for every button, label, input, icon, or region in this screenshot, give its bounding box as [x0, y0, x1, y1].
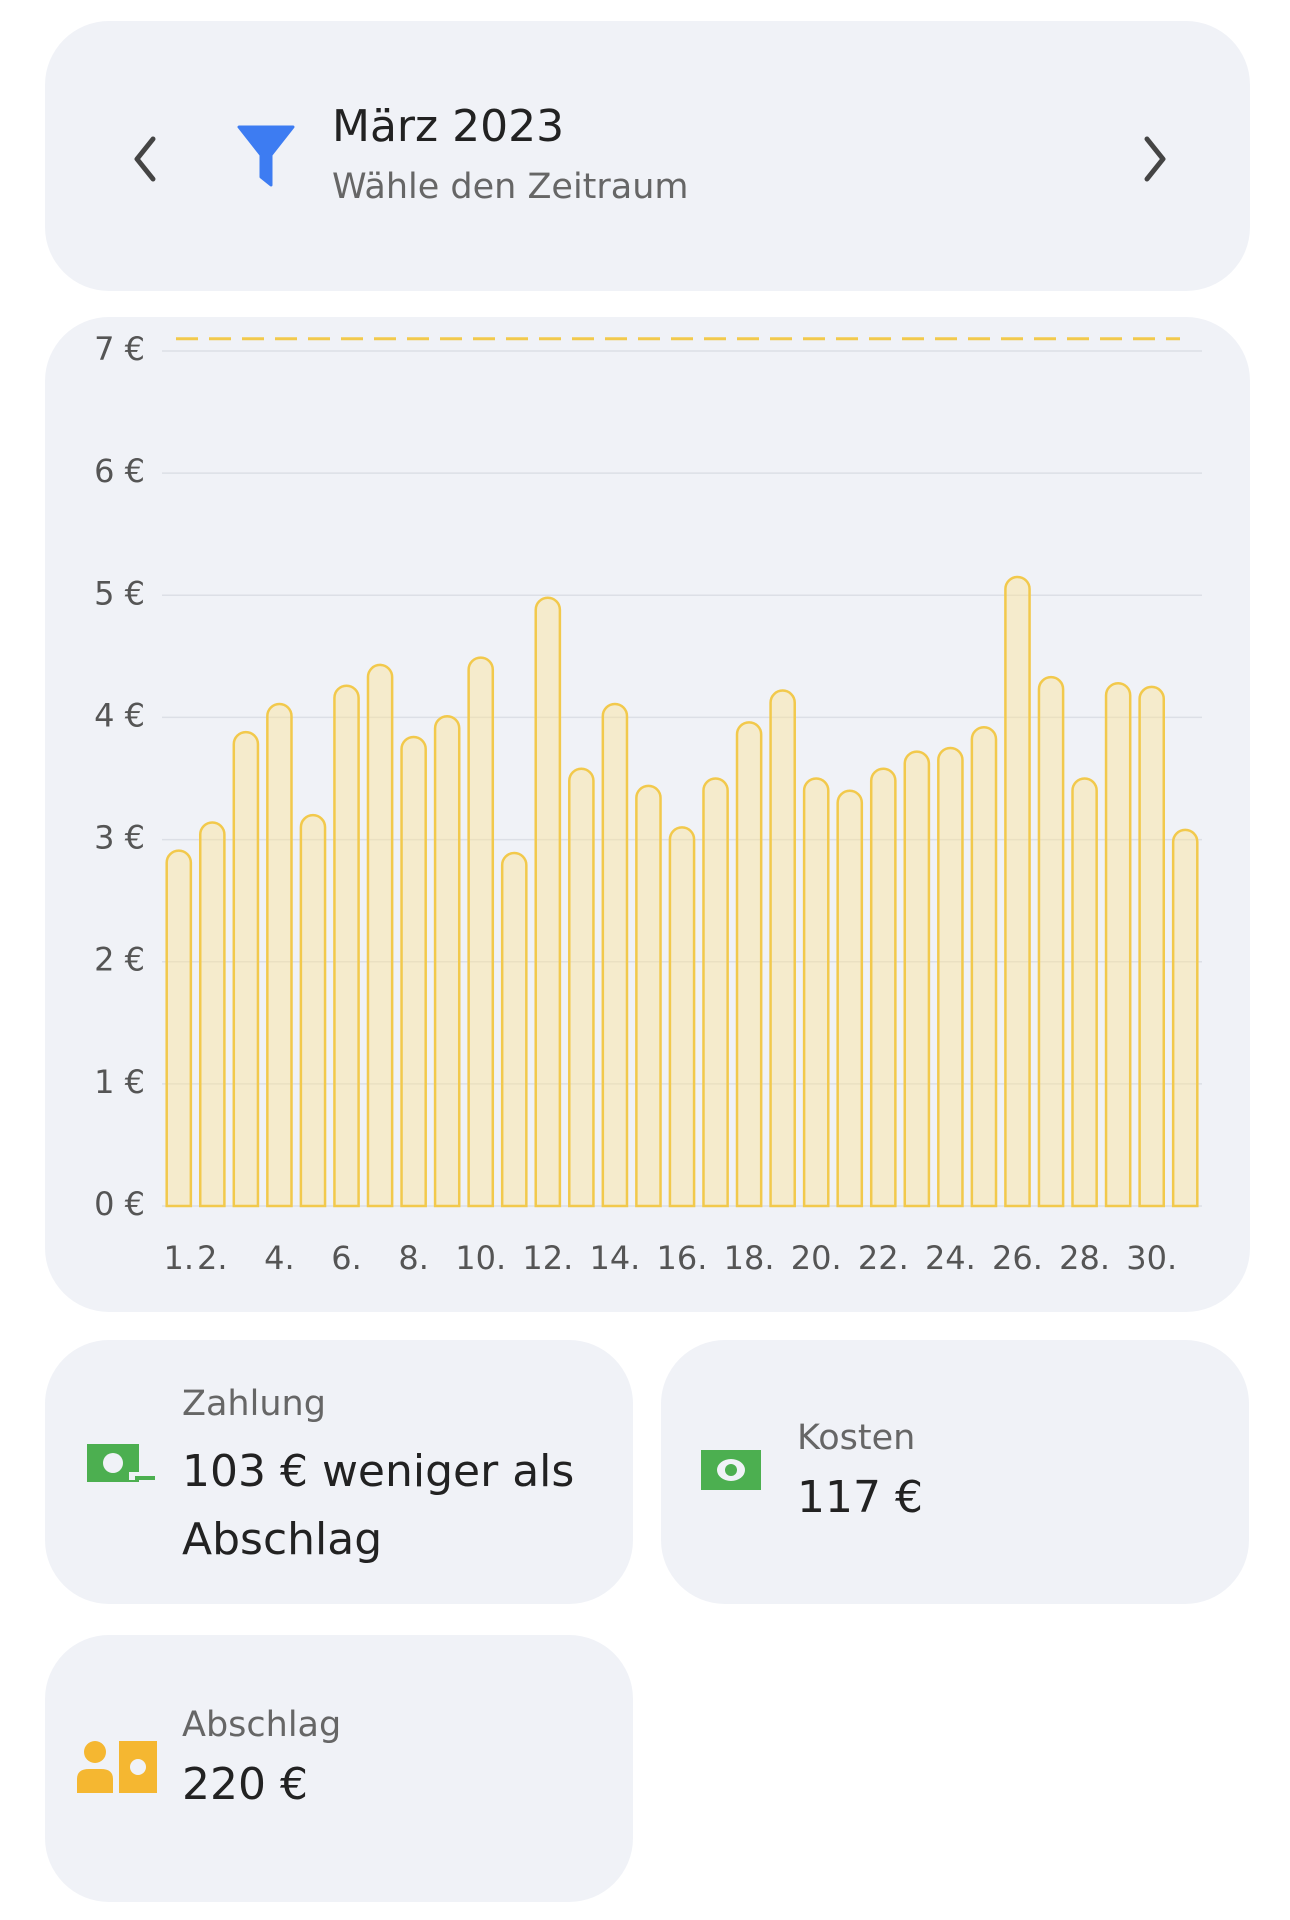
- payment-card: Zahlung 103 € weniger als Abschlag: [45, 1340, 633, 1604]
- bar: [970, 725, 998, 1208]
- bar: [433, 714, 461, 1208]
- prev-button[interactable]: [125, 131, 165, 187]
- bar: [400, 735, 427, 1208]
- bar: [702, 777, 729, 1208]
- x-tick-label: 20.: [791, 1239, 842, 1277]
- card-value: 103 € weniger als Abschlag: [182, 1446, 575, 1565]
- x-tick-label: 18.: [724, 1239, 775, 1277]
- y-tick-label: 6 €: [94, 452, 145, 490]
- bar: [635, 784, 662, 1208]
- x-tick-label: 22.: [858, 1239, 909, 1277]
- y-tick-label: 0 €: [94, 1185, 145, 1223]
- bar: [366, 663, 394, 1208]
- bar: [1004, 576, 1031, 1208]
- payment-icon: [87, 1444, 155, 1482]
- bar: [735, 721, 763, 1208]
- x-tick-label: 10.: [455, 1239, 506, 1277]
- x-tick-label: 24.: [925, 1239, 976, 1277]
- y-tick-label: 5 €: [94, 574, 145, 612]
- bar: [1171, 828, 1199, 1208]
- card-value: 220 €: [182, 1759, 308, 1810]
- x-tick-label: 1.: [164, 1239, 195, 1277]
- card-label: Zahlung: [182, 1384, 326, 1424]
- x-tick-label: 26.: [992, 1239, 1043, 1277]
- x-tick-label: 6.: [331, 1239, 362, 1277]
- x-tick-label: 16.: [657, 1239, 708, 1277]
- bar: [937, 746, 964, 1208]
- y-tick-label: 1 €: [94, 1063, 145, 1101]
- bar: [903, 750, 931, 1208]
- filter-icon[interactable]: [235, 121, 297, 191]
- bar: [601, 702, 629, 1208]
- x-tick-label: 4.: [264, 1239, 295, 1277]
- x-tick-label: 8.: [398, 1239, 429, 1277]
- x-tick-label: 2.: [197, 1239, 228, 1277]
- x-tick-label: 30.: [1126, 1239, 1177, 1277]
- card-label: Abschlag: [182, 1705, 342, 1745]
- bar: [1104, 681, 1132, 1208]
- y-tick-label: 2 €: [94, 941, 145, 979]
- bar: [232, 730, 260, 1208]
- chart-card: [45, 317, 1250, 1312]
- x-tick-label: 28.: [1059, 1239, 1110, 1277]
- installment-icon: [77, 1741, 157, 1793]
- bar: [266, 702, 293, 1208]
- y-tick-label: 7 €: [94, 330, 145, 368]
- period-subtitle: Wähle den Zeitraum: [332, 167, 689, 207]
- bar: [668, 826, 696, 1208]
- bar: [299, 813, 327, 1208]
- bar: [568, 767, 595, 1208]
- bar: [836, 789, 864, 1208]
- y-tick-label: 3 €: [94, 819, 145, 857]
- period-title: März 2023: [332, 101, 565, 152]
- bar: [467, 656, 495, 1208]
- x-tick-label: 12.: [522, 1239, 573, 1277]
- bar: [500, 851, 528, 1208]
- x-tick-label: 14.: [589, 1239, 640, 1277]
- bar: [802, 777, 830, 1208]
- bar: [1138, 685, 1165, 1208]
- y-tick-label: 4 €: [94, 696, 145, 734]
- bar: [198, 821, 226, 1208]
- bar: [1071, 777, 1098, 1208]
- bar: [534, 596, 562, 1208]
- bar: [869, 767, 897, 1208]
- bar: [333, 684, 360, 1208]
- cost-icon: [701, 1450, 761, 1490]
- next-button[interactable]: [1135, 131, 1175, 187]
- period-card: März 2023 Wähle den Zeitraum: [45, 21, 1250, 291]
- bar: [1037, 675, 1065, 1208]
- card-value: 117 €: [797, 1472, 923, 1523]
- chart: 0 € 1 € 2 € 3 € 4 € 5 € 6 € 7 € 1. 2. 4. 6. 8. 10. 12.…: [94, 330, 1202, 1277]
- installment-card: Abschlag 220 €: [45, 1635, 633, 1902]
- bar: [165, 849, 193, 1208]
- bar: [769, 689, 796, 1208]
- card-label: Kosten: [797, 1418, 916, 1458]
- cost-card: Kosten 117 €: [661, 1340, 1249, 1604]
